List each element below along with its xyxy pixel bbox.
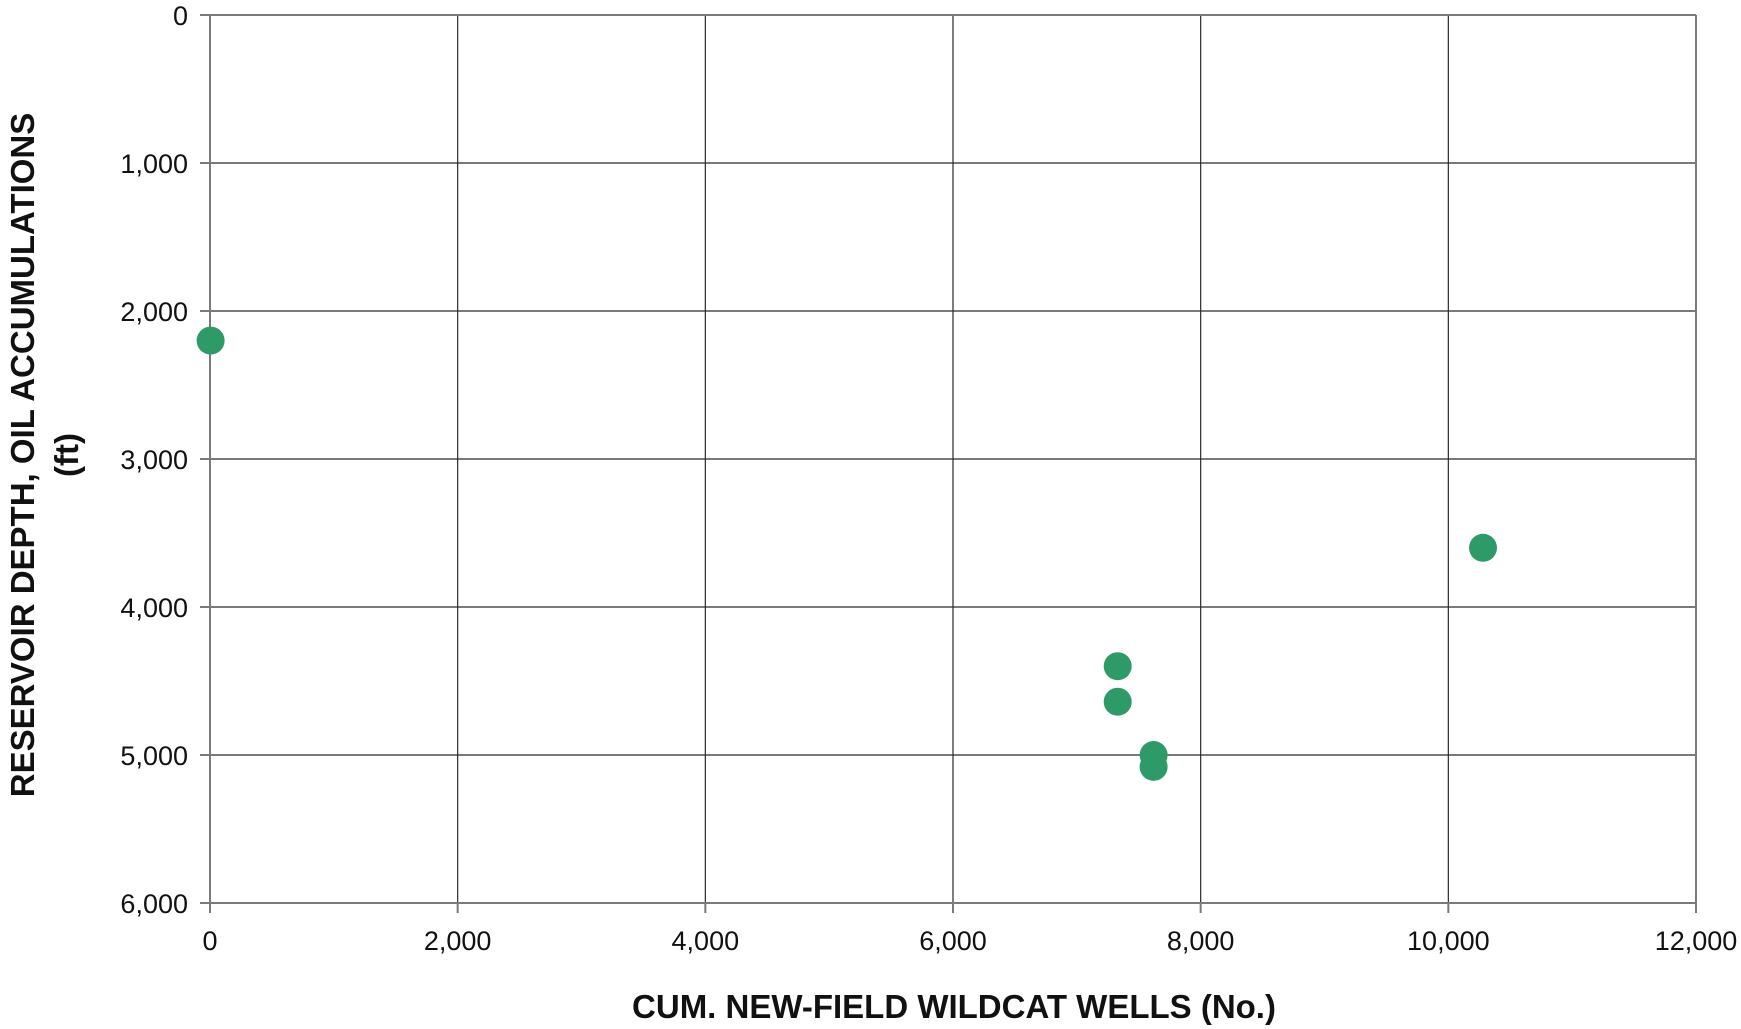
y-tick-label: 1,000: [120, 149, 188, 179]
x-tick-label: 10,000: [1407, 926, 1490, 956]
x-tick-label: 8,000: [1167, 926, 1235, 956]
data-point: [1469, 533, 1498, 562]
y-axis-title-line-2: (ft): [48, 433, 85, 477]
data-point: [1103, 687, 1132, 716]
x-tick-label: 6,000: [919, 926, 987, 956]
y-tick-label: 4,000: [120, 593, 188, 623]
axes: [200, 14, 1697, 913]
grid: [209, 14, 1697, 904]
y-tick-label: 3,000: [120, 445, 188, 475]
y-tick-label: 5,000: [120, 741, 188, 771]
y-tick-label: 0: [173, 1, 188, 31]
x-tick-label: 0: [202, 926, 217, 956]
data-point: [1103, 652, 1132, 681]
data-points: [196, 326, 1498, 781]
data-point: [1139, 752, 1168, 781]
x-axis-title: CUM. NEW-FIELD WILDCAT WELLS (No.): [632, 988, 1276, 1025]
y-axis-title-line-1: RESERVOIR DEPTH, OIL ACCUMULATIONS: [4, 113, 41, 798]
x-tick-label: 4,000: [672, 926, 740, 956]
x-tick-label: 12,000: [1655, 926, 1738, 956]
x-tick-label: 2,000: [424, 926, 492, 956]
data-point: [196, 326, 225, 355]
y-tick-label: 6,000: [120, 889, 188, 919]
y-tick-label: 2,000: [120, 297, 188, 327]
y-axis-title: RESERVOIR DEPTH, OIL ACCUMULATIONS (ft): [4, 113, 85, 798]
tick-labels: 0 2,000 4,000 6,000 8,000 10,000 12,000 0 1,000 2…: [120, 1, 1737, 956]
